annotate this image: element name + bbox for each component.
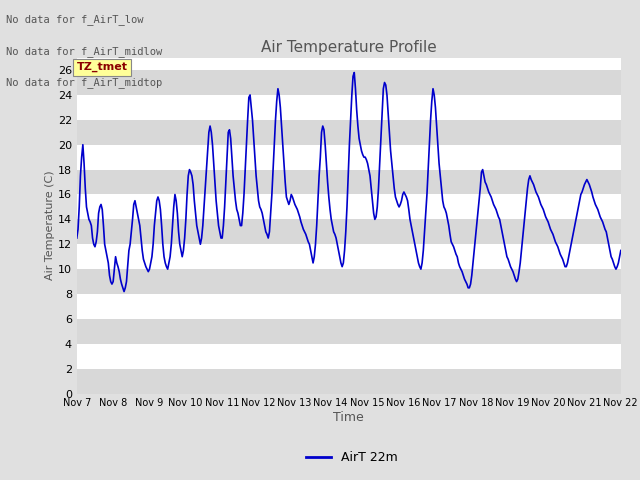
Bar xyxy=(77,169,621,194)
Text: No data for f_AirT_midtop: No data for f_AirT_midtop xyxy=(6,77,163,88)
X-axis label: Time: Time xyxy=(333,411,364,424)
Bar xyxy=(77,319,621,344)
Bar xyxy=(77,369,621,394)
Bar xyxy=(77,70,621,95)
Y-axis label: Air Temperature (C): Air Temperature (C) xyxy=(45,171,55,280)
Bar xyxy=(77,120,621,144)
Legend: AirT 22m: AirT 22m xyxy=(301,446,403,469)
Text: TZ_tmet: TZ_tmet xyxy=(77,62,128,72)
Bar xyxy=(77,269,621,294)
Bar xyxy=(77,219,621,244)
Text: No data for f_AirT_low: No data for f_AirT_low xyxy=(6,14,144,25)
Text: No data for f_AirT_midlow: No data for f_AirT_midlow xyxy=(6,46,163,57)
Title: Air Temperature Profile: Air Temperature Profile xyxy=(261,40,436,55)
